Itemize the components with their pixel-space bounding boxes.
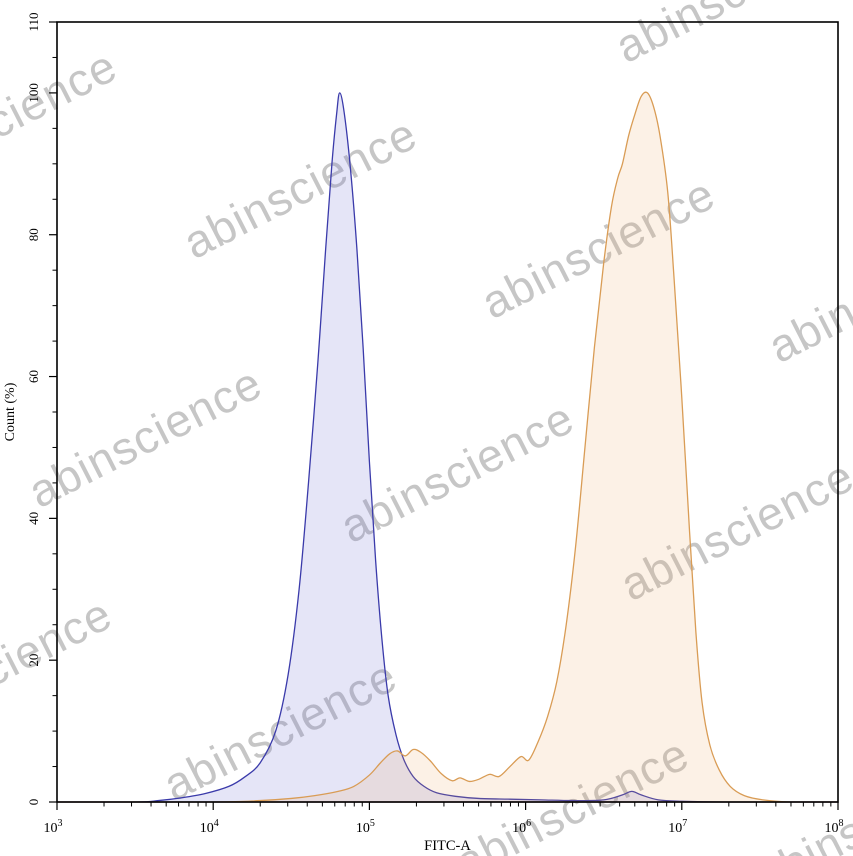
x-axis-tick-label: 107 xyxy=(668,818,687,836)
y-axis-tick-label: 100 xyxy=(26,83,41,103)
series-blue-curve xyxy=(56,92,839,803)
y-axis-title: Count (%) xyxy=(3,382,18,441)
x-axis-tick-label: 104 xyxy=(200,818,219,836)
y-axis-tick-label: 110 xyxy=(26,12,41,31)
x-axis-tick-label: 105 xyxy=(356,818,375,836)
y-axis-tick-label: 40 xyxy=(26,512,41,525)
y-axis-tick-label: 60 xyxy=(26,370,41,383)
y-axis-tick-label: 0 xyxy=(26,799,41,806)
plot-frame xyxy=(56,21,839,803)
x-axis-tick-label: 103 xyxy=(44,818,63,836)
series-orange-curve xyxy=(56,91,839,803)
x-axis-tick-label: 106 xyxy=(512,818,531,836)
series-layer xyxy=(56,91,839,803)
y-axis-tick-label: 80 xyxy=(26,228,41,241)
x-axis-title: FITC-A xyxy=(424,838,471,854)
y-axis: 0 20 40 60 80 100 110 Count (%) xyxy=(3,12,57,805)
x-axis: 103 104 105 106 107 108 FITC-A xyxy=(44,802,844,854)
y-axis-tick-label: 20 xyxy=(26,654,41,667)
x-axis-tick-label: 108 xyxy=(825,818,844,836)
